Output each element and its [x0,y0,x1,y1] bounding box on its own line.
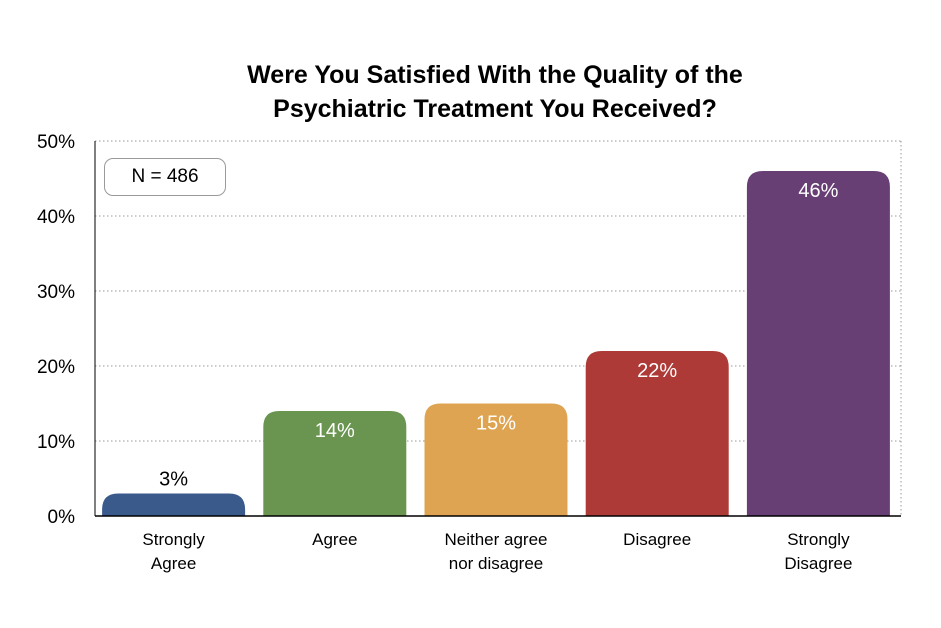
bar [585,351,729,516]
y-tick-label: 20% [37,357,75,378]
bar [746,171,890,516]
chart-title-line-2: Psychiatric Treatment You Received? [273,95,717,123]
bar [263,411,407,516]
data-label: 46% [798,180,838,202]
data-label: 22% [637,360,677,382]
data-label: 3% [159,469,188,491]
y-tick-label: 50% [37,132,75,153]
x-category-label: Neither agree [444,530,547,549]
x-category-label: Disagree [784,554,852,573]
y-tick-label: 10% [37,432,75,453]
chart-title: Were You Satisfied With the Quality of t… [0,58,941,126]
y-tick-label: 0% [48,507,76,528]
x-category-label: Agree [312,530,357,549]
x-category-label: nor disagree [449,554,544,573]
x-category-label: Strongly [142,530,205,549]
data-label: 15% [476,413,516,435]
bar [424,403,568,516]
data-label: 14% [315,420,355,442]
sample-size-badge: N = 486 [104,158,226,196]
x-category-label: Disagree [623,530,691,549]
bar [102,493,246,516]
y-tick-label: 30% [37,282,75,303]
chart-title-line-1: Were You Satisfied With the Quality of t… [247,61,743,89]
y-tick-label: 40% [37,207,75,228]
x-category-label: Strongly [787,530,850,549]
x-category-label: Agree [151,554,196,573]
